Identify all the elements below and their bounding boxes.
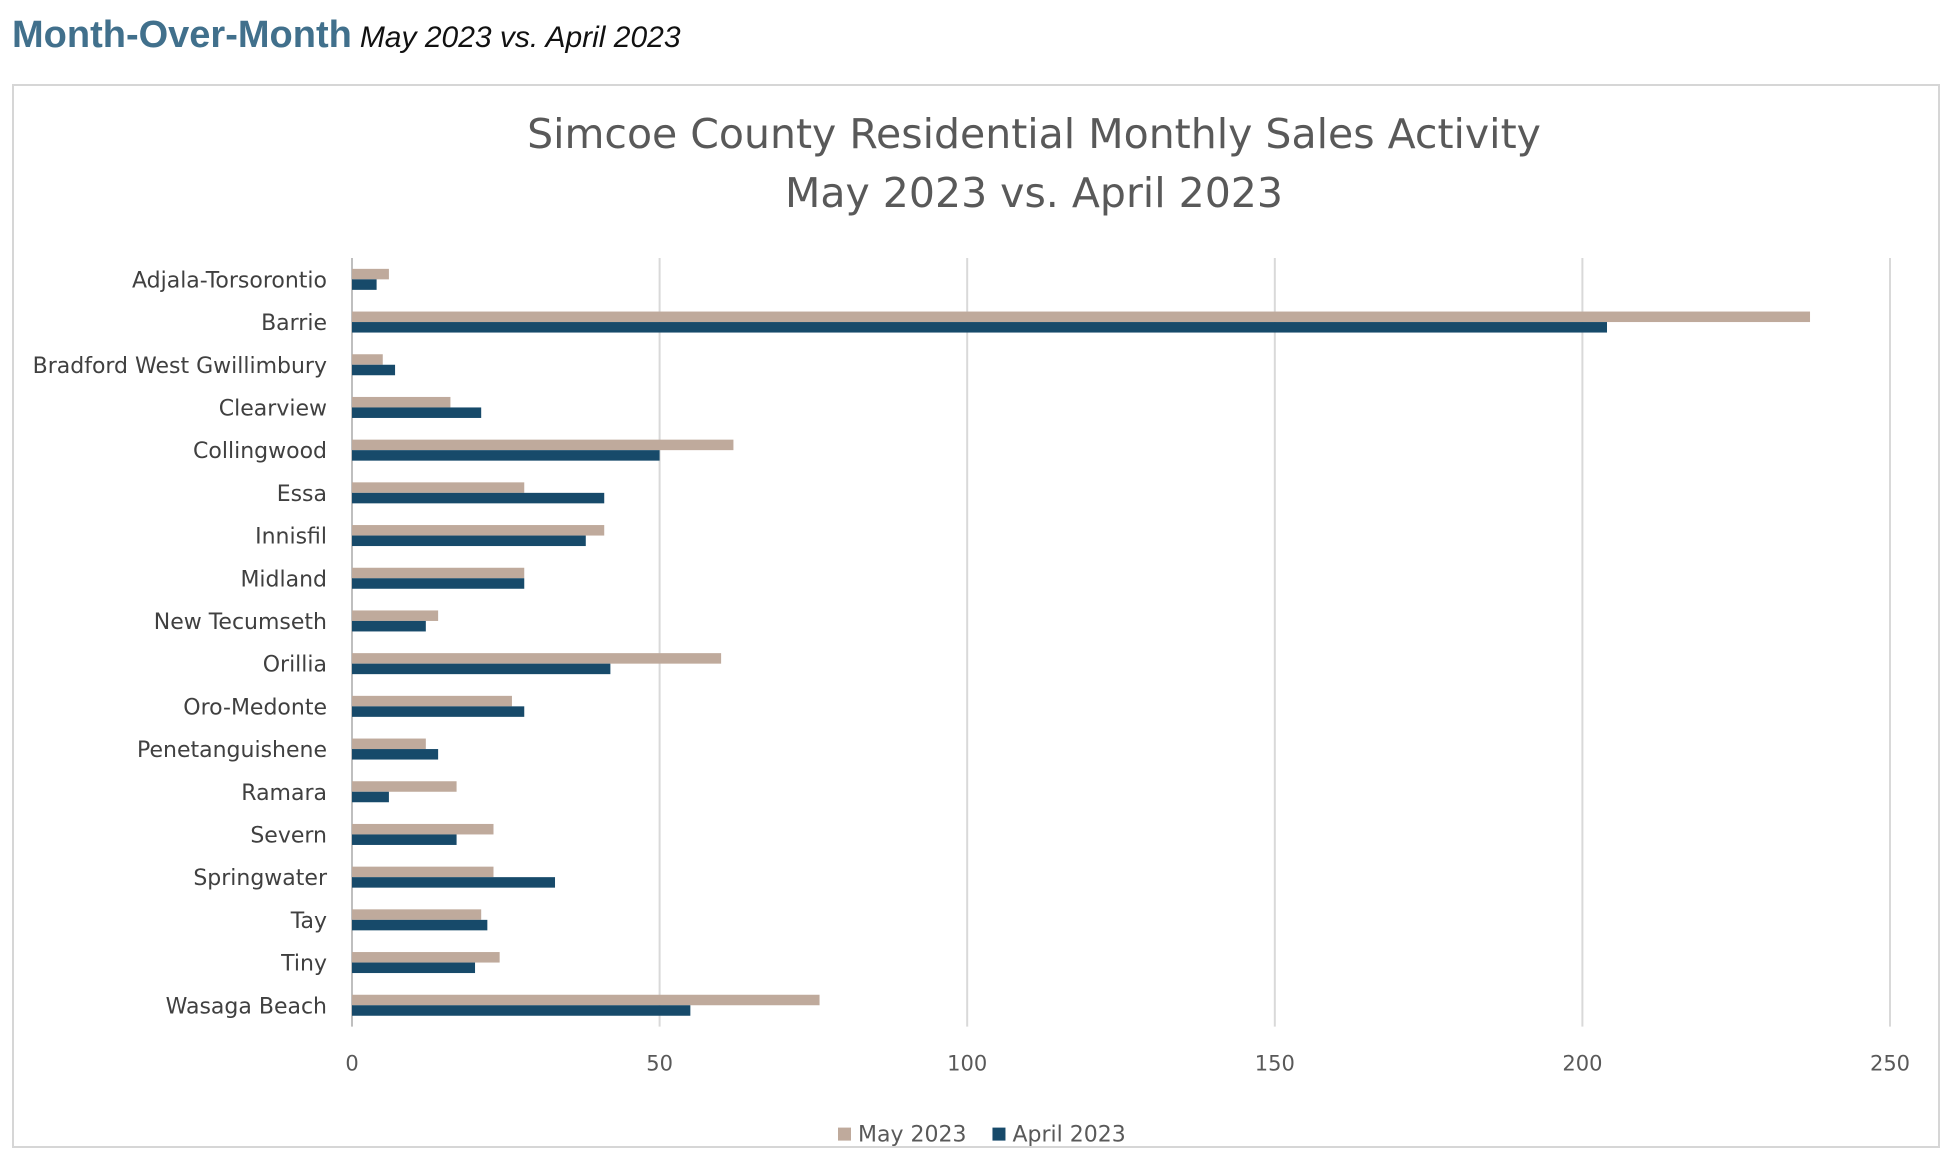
chart-frame: Simcoe County Residential Monthly Sales … — [12, 84, 1940, 1148]
bar — [352, 994, 820, 1006]
bar — [352, 610, 439, 621]
x-tick-label: 200 — [1562, 1052, 1602, 1076]
legend-swatch — [838, 1127, 851, 1141]
chart-title: Simcoe County Residential Monthly Sales … — [527, 110, 1541, 158]
category-label: Clearview — [219, 396, 327, 421]
category-label: Midland — [240, 567, 327, 592]
bar — [352, 749, 439, 760]
category-label: Barrie — [261, 311, 327, 336]
bar — [352, 962, 476, 974]
legend: May 2023 April 2023 — [838, 1123, 1126, 1148]
bar — [352, 663, 611, 675]
chart-subtitle: May 2023 vs. April 2023 — [785, 169, 1283, 217]
x-tick-label: 0 — [345, 1052, 358, 1076]
bar — [352, 919, 488, 931]
bar — [352, 535, 586, 547]
bar — [352, 866, 494, 878]
bar — [352, 492, 605, 504]
category-label: Ramara — [241, 781, 327, 806]
bar — [352, 791, 389, 803]
bar — [352, 279, 377, 290]
bar — [352, 364, 396, 376]
bar — [352, 834, 457, 845]
section-title: Month-Over-Month — [12, 14, 352, 56]
x-tick-label: 50 — [646, 1052, 673, 1076]
bars — [352, 268, 1811, 1016]
bar — [352, 578, 525, 589]
x-tick-label: 150 — [1255, 1052, 1295, 1076]
bar — [352, 482, 525, 493]
legend-swatch — [992, 1127, 1006, 1141]
category-label: Wasaga Beach — [166, 994, 327, 1019]
category-label: Tiny — [280, 952, 327, 977]
section-subtitle: May 2023 vs. April 2023 — [359, 21, 681, 54]
category-label: Collingwood — [193, 439, 327, 464]
bar — [352, 781, 457, 792]
legend-label: May 2023 — [858, 1123, 966, 1146]
bar — [352, 354, 383, 365]
category-label: Penetanguishene — [137, 738, 327, 763]
bar — [352, 407, 482, 418]
bar — [352, 706, 525, 717]
bar — [352, 952, 500, 963]
bar — [352, 909, 482, 920]
bar — [352, 877, 556, 888]
category-label: Springwater — [193, 866, 328, 891]
category-label: Orillia — [263, 653, 327, 678]
bar — [352, 322, 1608, 333]
sales-bar-chart: Simcoe County Residential Monthly Sales … — [33, 110, 1910, 1148]
bar — [352, 268, 389, 280]
category-label: Bradford West Gwillimbury — [33, 354, 327, 379]
bar — [352, 450, 660, 461]
category-label: New Tecumseth — [154, 610, 327, 635]
bar — [352, 311, 1811, 323]
bar — [352, 396, 451, 408]
bar — [352, 823, 494, 835]
category-label: Oro-Medonte — [183, 695, 327, 720]
bar — [352, 1005, 691, 1016]
bar — [352, 525, 605, 536]
gridlines — [351, 258, 1891, 1027]
bar — [352, 567, 525, 579]
bar — [352, 620, 426, 632]
x-tick-label: 250 — [1870, 1052, 1910, 1076]
x-tick-label: 100 — [947, 1052, 987, 1076]
category-label: Severn — [250, 823, 327, 848]
category-label: Tay — [290, 909, 327, 934]
bar — [352, 738, 426, 750]
page-header: Month-Over-Month May 2023 vs. April 2023 — [12, 14, 681, 57]
bar — [352, 695, 512, 707]
category-label: Essa — [277, 482, 327, 507]
category-label: Adjala-Torsorontio — [132, 268, 327, 293]
category-label: Innisfil — [255, 525, 327, 550]
bar — [352, 439, 734, 451]
legend-label: April 2023 — [1012, 1123, 1125, 1146]
x-tick-labels: 0 50 100 150 200 250 — [345, 1052, 1910, 1076]
category-labels: Adjala-Torsorontio Barrie Bradford West Gw… — [33, 268, 328, 1019]
bar — [352, 653, 722, 664]
